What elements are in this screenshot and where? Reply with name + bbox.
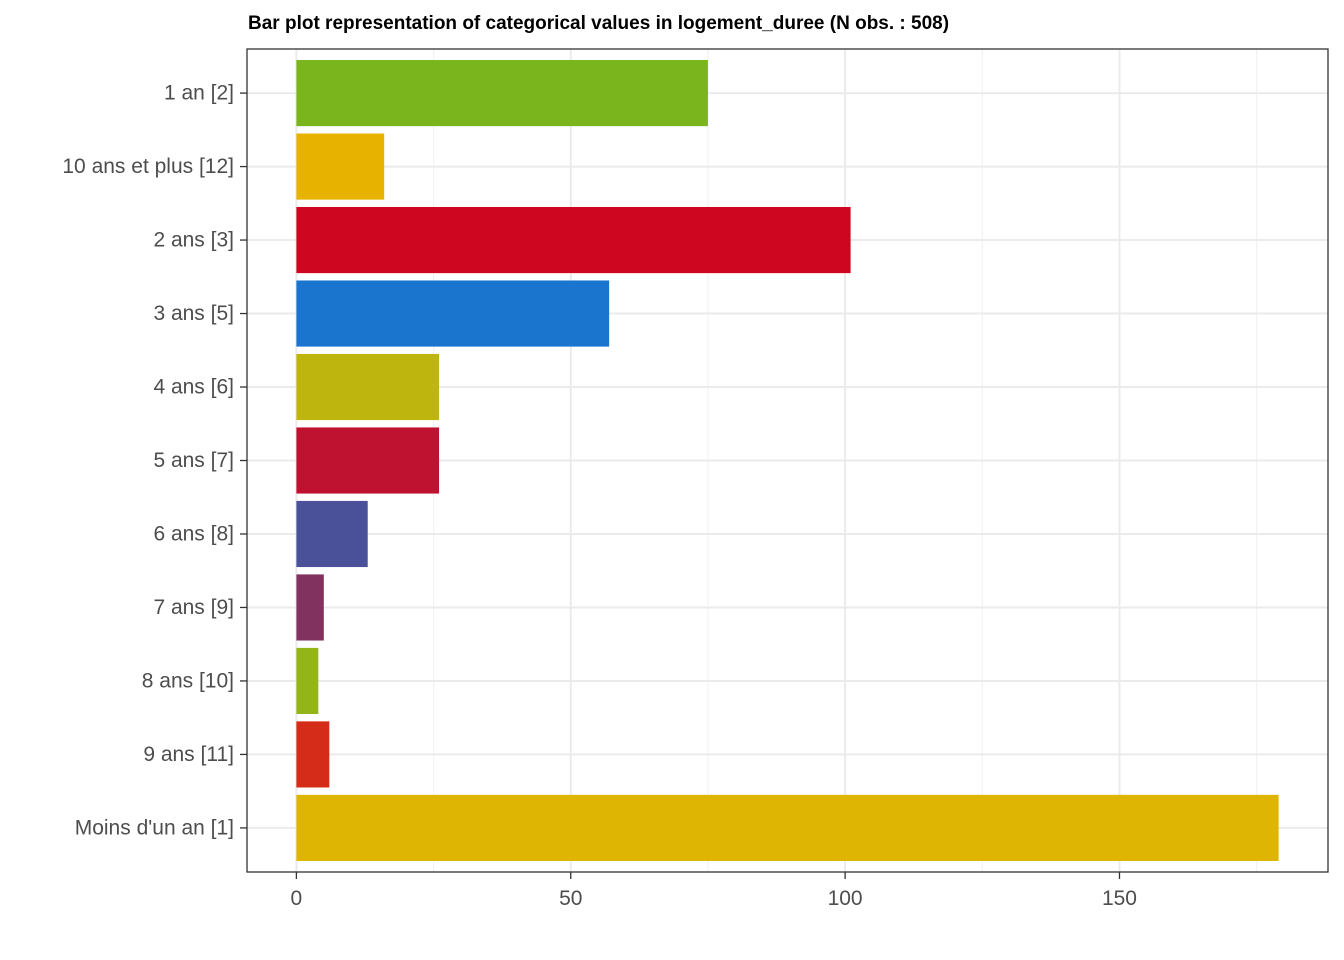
bar (296, 353, 440, 421)
x-tick-label: 0 (291, 887, 303, 910)
bar (296, 60, 708, 127)
y-tick-label: Moins d'un an [1] (75, 816, 234, 839)
y-tick-label: 4 ans [6] (153, 376, 234, 399)
bar (296, 133, 385, 200)
bar (296, 574, 324, 641)
bar (296, 206, 851, 274)
bar (296, 794, 1279, 861)
bar (296, 647, 319, 715)
axis-ticks (240, 92, 1121, 879)
bar (296, 721, 330, 788)
y-tick-label: 9 ans [11] (143, 743, 234, 766)
bar (296, 427, 440, 494)
bar (296, 280, 610, 347)
x-axis-labels: 0 50 100 150 (291, 887, 1137, 910)
y-tick-label: 8 ans [10] (142, 669, 234, 692)
y-tick-label: 2 ans [3] (153, 229, 234, 252)
y-tick-label: 6 ans [8] (153, 522, 234, 545)
y-tick-label: 3 ans [5] (153, 302, 234, 325)
bar (296, 500, 368, 568)
y-tick-label: 1 an [2] (164, 82, 234, 105)
x-tick-label: 100 (828, 887, 863, 910)
x-tick-label: 150 (1102, 887, 1137, 910)
x-tick-label: 50 (559, 887, 582, 910)
y-tick-label: 7 ans [9] (153, 596, 234, 619)
y-tick-label: 5 ans [7] (153, 449, 234, 472)
chart-title: Bar plot representation of categorical v… (248, 13, 950, 34)
y-tick-label: 10 ans et plus [12] (62, 155, 234, 178)
y-axis-labels: 1 an [2] 10 ans et plus [12] 2 ans [3] 3 an… (62, 82, 234, 840)
bars (296, 60, 1279, 861)
